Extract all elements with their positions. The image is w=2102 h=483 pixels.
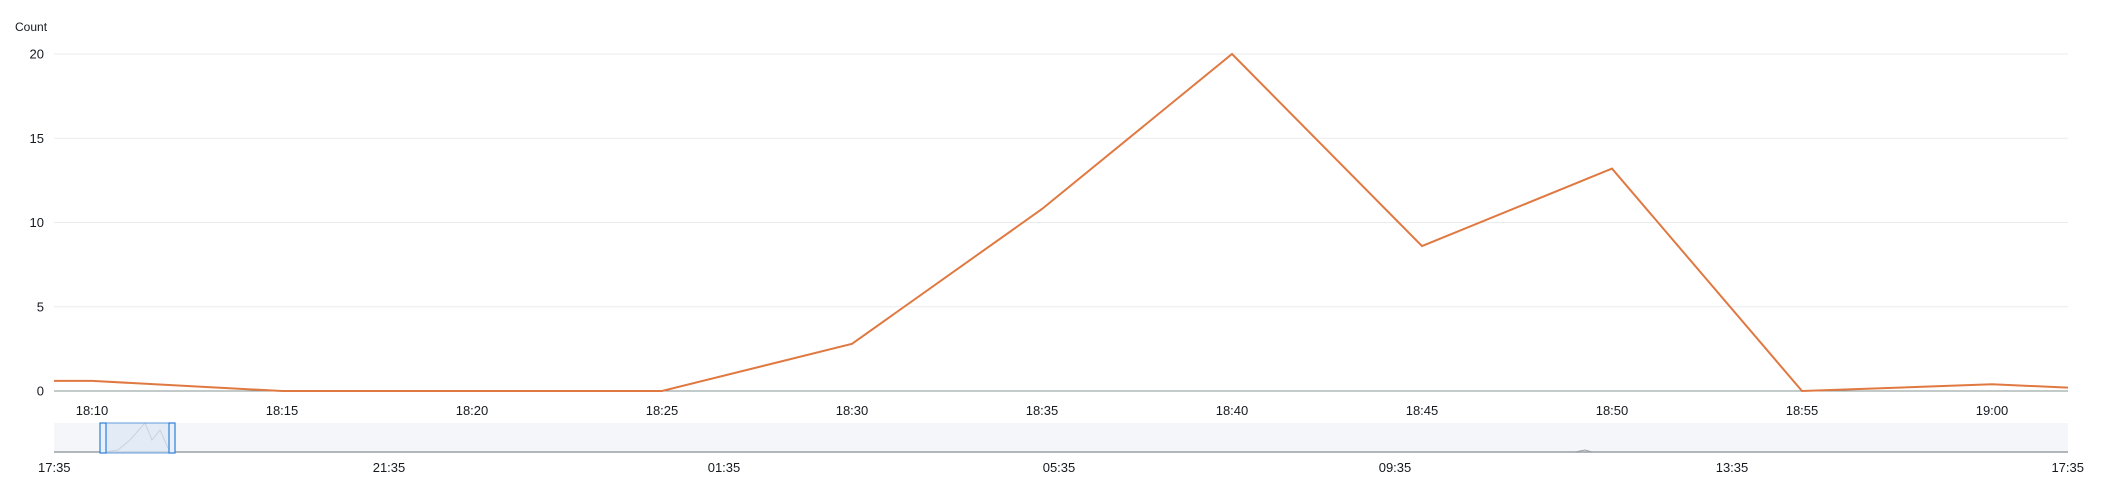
- x-tick-label: 18:30: [836, 403, 869, 418]
- y-tick-label: 0: [37, 384, 44, 399]
- y-tick-label: 20: [30, 47, 44, 62]
- navigator-left-handle[interactable]: [99, 422, 107, 454]
- x-tick-label: 18:10: [76, 403, 109, 418]
- navigator-x-axis-ticks: 17:35 21:35 01:35 05:35 09:35 13:35 17:35: [38, 460, 2084, 475]
- navigator-right-handle[interactable]: [168, 422, 176, 454]
- time-range-navigator[interactable]: 17:35 21:35 01:35 05:35 09:35 13:35 17:35: [38, 422, 2084, 475]
- y-tick-label: 5: [37, 299, 44, 314]
- x-tick-label: 18:25: [646, 403, 679, 418]
- x-tick-label: 18:45: [1406, 403, 1439, 418]
- navigator-x-tick-label: 01:35: [708, 460, 741, 475]
- series-line[interactable]: [54, 52, 2069, 393]
- x-tick-label: 18:35: [1026, 403, 1059, 418]
- navigator-x-tick-label: 21:35: [373, 460, 406, 475]
- y-axis-ticks: 0 5 10 15 20: [30, 47, 44, 399]
- navigator-x-tick-label: 17:35: [2051, 460, 2084, 475]
- navigator-x-tick-label: 05:35: [1043, 460, 1076, 475]
- x-tick-label: 18:50: [1596, 403, 1629, 418]
- navigator-x-tick-label: 17:35: [38, 460, 71, 475]
- x-tick-label: 18:40: [1216, 403, 1249, 418]
- navigator-selection-window[interactable]: [101, 422, 174, 454]
- navigator-background[interactable]: [54, 423, 2068, 453]
- x-tick-label: 18:20: [456, 403, 489, 418]
- x-tick-label: 18:15: [266, 403, 299, 418]
- navigator-series-bump: [1574, 449, 1593, 453]
- grid-layer: [54, 53, 2068, 392]
- x-tick-label: 18:55: [1786, 403, 1819, 418]
- y-tick-label: 15: [30, 131, 44, 146]
- x-axis-ticks: 18:10 18:15 18:20 18:25 18:30 18:35 18:40 18:45…: [76, 403, 2009, 418]
- x-tick-label: 19:00: [1976, 403, 2009, 418]
- y-tick-label: 10: [30, 215, 44, 230]
- y-axis-label: Count: [15, 20, 48, 34]
- series-layer: [54, 52, 2069, 393]
- navigator-x-tick-label: 09:35: [1379, 460, 1412, 475]
- navigator-x-tick-label: 13:35: [1716, 460, 1749, 475]
